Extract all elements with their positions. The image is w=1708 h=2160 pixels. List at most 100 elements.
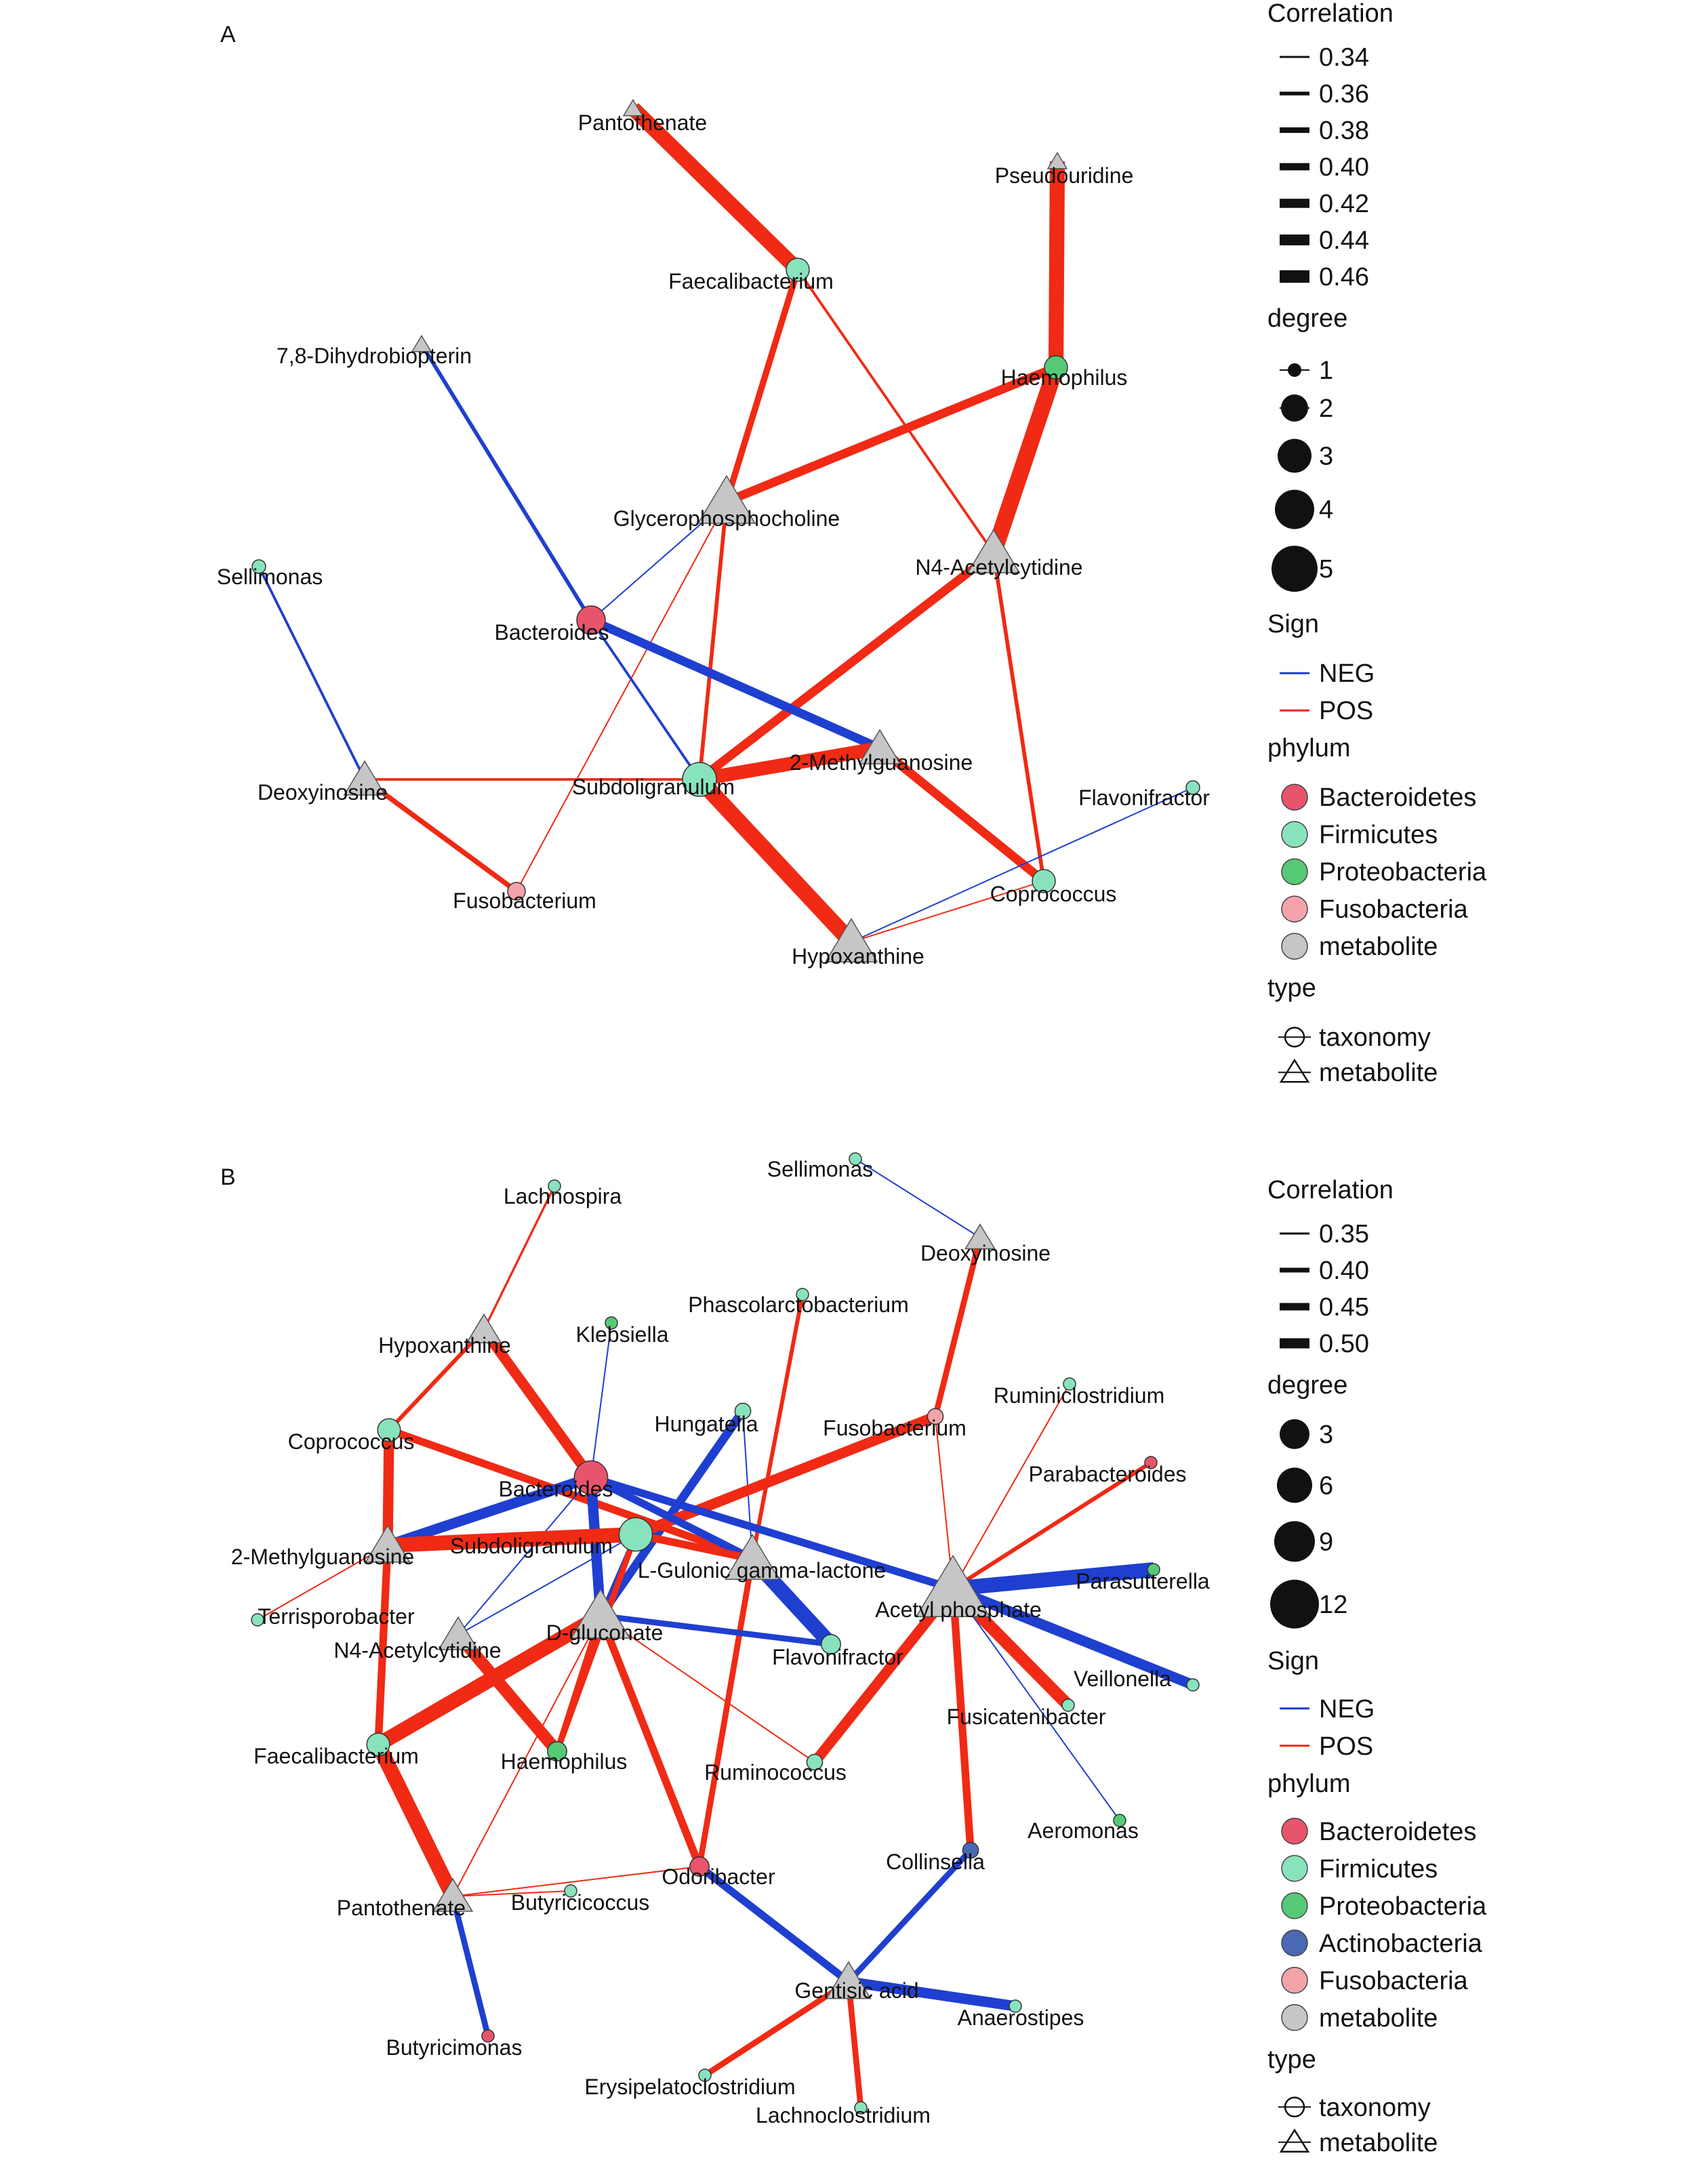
node-label-terrisporobacter: Terrisporobacter — [258, 1604, 415, 1629]
legend-correlation-value: 0.36 — [1319, 80, 1369, 108]
legend-degree-value: 3 — [1319, 443, 1333, 471]
legend-degree-value: 5 — [1319, 555, 1333, 584]
node-anaerostipes — [1009, 1999, 1022, 2013]
node-label-flavonifractor: Flavonifractor — [772, 1645, 903, 1669]
edge-subdoligranulum-hypoxanthine — [693, 773, 857, 948]
node-label-pantothenate: Pantothenate — [337, 1896, 466, 1920]
node-label-2-methylguanosine: 2-Methylguanosine — [790, 750, 973, 775]
node-label-l-gulonic-gamma-lactone: L-Gulonic gamma-lactone — [638, 1558, 886, 1583]
legend-degree-value: 6 — [1319, 1471, 1333, 1500]
legend-degree-value: 3 — [1319, 1421, 1333, 1449]
edge-bacteroides-n4-acetylcytidine — [458, 1477, 592, 1635]
edge-gentisic-acid-anaerostipes — [847, 1976, 1017, 2012]
node-subdoligranulum — [618, 1517, 653, 1552]
node-label-hypoxanthine: Hypoxanthine — [792, 944, 924, 969]
node-7-8-dihydrobiopterin — [411, 334, 432, 352]
edge-deoxyinosine-fusobacterium — [363, 777, 518, 894]
edge-n4-acetylcytidine-subdoligranulum — [697, 549, 996, 783]
node-label-sellimonas: Sellimonas — [767, 1157, 874, 1181]
edge-l-gulonic-gamma-lactone-odoribacter — [696, 1558, 756, 1867]
node-hypoxanthine — [466, 1313, 502, 1344]
edge-flavonifractor-hypoxanthine — [851, 787, 1194, 943]
node-label-hungatella: Hungatella — [655, 1412, 758, 1436]
edge-klebsiella-bacteroides — [590, 1322, 612, 1478]
legend-degree-value: 1 — [1319, 356, 1333, 385]
edge-gentisic-acid-erysipelatoclostridium — [703, 1979, 851, 2078]
edge-d-gluconate-flavonifractor — [600, 1612, 832, 1648]
edge-glycerophosphocholine-fusobacterium — [516, 501, 727, 892]
edge-fusobacterium-subdoligranulum — [634, 1411, 937, 1540]
node-faecalibacterium — [786, 258, 810, 282]
node-label-haemophilus: Haemophilus — [501, 1749, 628, 1774]
legend-phylum-fusobacteria: Fusobacteria — [1319, 895, 1469, 924]
edge-haemophilus-n4-acetylcytidine — [985, 365, 1064, 556]
legend-type-title: type — [1267, 974, 1316, 1002]
node-label-fusobacterium: Fusobacterium — [823, 1416, 967, 1440]
node-collinsella — [962, 1841, 979, 1859]
edge-gentisic-acid-lachnoclostridium — [845, 1981, 864, 2108]
legend-type-taxonomy-icon — [1284, 1026, 1305, 1048]
node-fusicatenibacter — [1061, 1698, 1075, 1712]
node-coprococcus — [377, 1418, 401, 1442]
node-bacteroides — [573, 1460, 609, 1495]
legend-type-taxonomy: taxonomy — [1319, 2094, 1431, 2122]
node-label-deoxyinosine: Deoxyinosine — [258, 780, 388, 804]
node-label-fusicatenibacter: Fusicatenibacter — [947, 1705, 1106, 1729]
node-phascolarctobacterium — [796, 1288, 809, 1301]
node-lachnospira — [548, 1179, 561, 1193]
legend-correlation-value: 0.50 — [1319, 1330, 1369, 1358]
panel-b-edges — [257, 1158, 1195, 2108]
edge-n4-acetylcytidine-haemophilus — [453, 1631, 562, 1755]
edge-bacteroides-2-methylguanosine — [589, 616, 882, 752]
node-veillonella — [1186, 1678, 1200, 1692]
legend-sign-pos: POS — [1319, 697, 1373, 725]
node-label-ruminiclostridium: Ruminiclostridium — [994, 1383, 1165, 1408]
edge-d-gluconate-pantothenate — [452, 1615, 601, 1897]
node-fusobacterium — [927, 1408, 944, 1425]
node-subdoligranulum — [682, 762, 717, 797]
legend-phylum-metabolite-swatch — [1281, 933, 1308, 960]
node-klebsiella — [605, 1316, 618, 1330]
legend-type-taxonomy: taxonomy — [1319, 1023, 1431, 1052]
node-erysipelatoclostridium — [698, 2069, 712, 2082]
node-d-gluconate — [570, 1588, 631, 1639]
edge-parabacteroides-acetyl-phosphate — [952, 1461, 1152, 1591]
node-label-faecalibacterium: Faecalibacterium — [668, 269, 834, 293]
edge-n4-acetylcytidine-coprococcus — [992, 552, 1046, 882]
edge-pantothenate-butyricimonas — [449, 1895, 491, 2037]
legend-sign-neg: NEG — [1319, 659, 1375, 688]
edge-d-gluconate-ruminococcus — [600, 1615, 815, 1763]
node-label-glycerophosphocholine: Glycerophosphocholine — [613, 506, 840, 531]
node-label-odoribacter: Odoribacter — [662, 1864, 775, 1889]
node-acetyl-phosphate — [915, 1554, 991, 1618]
edge-2-methylguanosine-coprococcus — [876, 744, 1047, 885]
node-sellimonas — [849, 1152, 862, 1166]
legend-type-title: type — [1267, 2045, 1316, 2074]
legend-degree-swatch — [1278, 439, 1312, 473]
node-label-flavonifractor: Flavonifractor — [1078, 786, 1210, 810]
edge-7-8-dihydrobiopterin-bacteroides — [420, 343, 593, 621]
node-label-phascolarctobacterium: Phascolarctobacterium — [688, 1292, 908, 1317]
edge-hungatella-d-gluconate — [596, 1408, 747, 1618]
edge-hypoxanthine-bacteroides — [479, 1326, 596, 1481]
node-label-subdoligranulum: Subdoligranulum — [450, 1534, 613, 1558]
edge-bacteroides-l-gulonic-gamma-lactone — [589, 1473, 754, 1563]
legend-degree-swatch — [1272, 546, 1318, 592]
legend-sign-neg: NEG — [1319, 1695, 1375, 1724]
node-ruminococcus — [806, 1753, 824, 1771]
node-label-aeromonas: Aeromonas — [1028, 1818, 1139, 1843]
legend-phylum-title: phylum — [1267, 734, 1351, 762]
node-label-n4-acetylcytidine: N4-Acetylcytidine — [333, 1638, 501, 1663]
node-label-hypoxanthine: Hypoxanthine — [378, 1333, 511, 1358]
edge-acetyl-phosphate-veillonella — [951, 1583, 1195, 1690]
node-label-n4-acetylcytidine: N4-Acetylcytidine — [915, 555, 1082, 579]
edge-sellimonas-deoxyinosine — [258, 566, 366, 780]
legend-phylum-fusobacteria: Fusobacteria — [1319, 1967, 1469, 1995]
edge-ruminiclostridium-acetyl-phosphate — [952, 1383, 1070, 1589]
node-label-2-methylguanosine: 2-Methylguanosine — [231, 1545, 414, 1569]
edge-lachnospira-hypoxanthine — [483, 1185, 556, 1330]
node-coprococcus — [1032, 869, 1056, 893]
legend-correlation-value: 0.40 — [1319, 153, 1369, 182]
node-label-coprococcus: Coprococcus — [288, 1429, 415, 1454]
node-pseudouridine — [1046, 151, 1068, 169]
